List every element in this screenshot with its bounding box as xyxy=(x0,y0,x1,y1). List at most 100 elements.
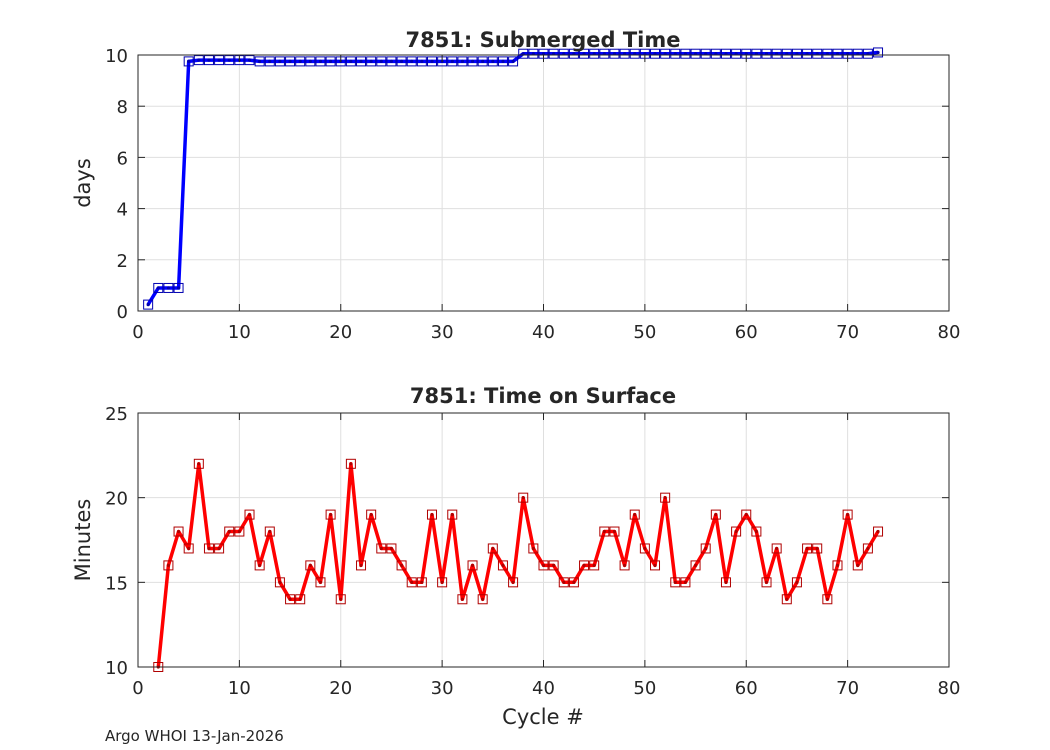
x-tick-label: 80 xyxy=(938,322,961,343)
data-point-marker xyxy=(163,282,174,293)
data-point-dot xyxy=(410,580,414,584)
data-point-dot xyxy=(623,563,627,568)
data-point-marker xyxy=(548,560,559,571)
chart-title: 7851: Time on Surface xyxy=(410,384,676,408)
data-point-dot xyxy=(430,59,434,64)
data-point-dot xyxy=(349,59,353,64)
data-point-dot xyxy=(247,58,252,62)
data-point-dot xyxy=(237,529,241,534)
data-point-dot xyxy=(268,529,272,534)
data-point-marker xyxy=(802,543,813,554)
data-point-marker xyxy=(264,526,275,537)
data-point-dot xyxy=(673,580,677,584)
data-point-marker xyxy=(143,299,154,310)
data-point-dot xyxy=(420,59,424,64)
data-point-dot xyxy=(440,580,444,584)
data-point-dot xyxy=(318,580,323,584)
data-point-marker xyxy=(710,509,721,520)
data-point-dot xyxy=(166,563,171,568)
x-tick-label: 60 xyxy=(735,678,758,699)
data-point-marker xyxy=(690,48,701,59)
data-point-dot xyxy=(531,546,535,551)
data-point-dot xyxy=(562,580,566,584)
data-point-marker xyxy=(426,509,437,520)
data-point-dot xyxy=(481,59,485,64)
data-series xyxy=(143,47,884,310)
data-point-dot xyxy=(785,597,789,601)
data-point-marker xyxy=(528,48,539,59)
data-point-marker xyxy=(477,594,488,605)
data-point-marker xyxy=(264,56,275,67)
data-point-marker xyxy=(396,560,407,571)
data-point-marker xyxy=(660,492,671,503)
data-point-marker xyxy=(518,48,529,59)
data-point-marker xyxy=(670,48,681,59)
y-tick-label: 20 xyxy=(105,489,128,510)
data-point-dot xyxy=(511,580,515,584)
data-point-dot xyxy=(298,59,302,64)
data-point-marker xyxy=(720,48,731,59)
data-point-marker xyxy=(325,56,336,67)
data-point-marker xyxy=(568,48,579,59)
data-point-marker xyxy=(731,526,742,537)
data-point-marker xyxy=(173,282,184,293)
data-point-marker xyxy=(426,56,437,67)
data-point-dot xyxy=(156,286,160,290)
data-point-marker xyxy=(214,543,225,554)
x-tick-label: 60 xyxy=(735,322,758,343)
x-tick-label: 40 xyxy=(532,678,555,699)
data-point-marker xyxy=(254,560,265,571)
data-point-dot xyxy=(399,563,404,568)
data-point-marker xyxy=(487,56,498,67)
data-point-marker xyxy=(497,56,508,67)
data-point-dot xyxy=(835,563,840,568)
data-point-dot xyxy=(612,529,617,534)
data-point-dot xyxy=(278,580,282,584)
data-point-marker xyxy=(467,560,478,571)
data-point-marker xyxy=(386,543,397,554)
data-point-marker xyxy=(457,594,468,605)
data-point-marker xyxy=(558,577,569,588)
data-point-marker xyxy=(173,526,184,537)
data-point-dot xyxy=(207,58,211,62)
data-point-marker xyxy=(285,594,296,605)
data-point-marker xyxy=(842,509,853,520)
data-point-dot xyxy=(339,597,343,601)
data-point-marker xyxy=(335,594,346,605)
data-point-marker xyxy=(680,48,691,59)
data-point-marker xyxy=(568,577,579,588)
data-point-marker xyxy=(731,48,742,59)
data-point-dot xyxy=(349,462,353,466)
data-point-marker xyxy=(224,526,235,537)
data-point-marker xyxy=(356,560,367,571)
data-point-marker xyxy=(802,48,813,59)
x-tick-label: 0 xyxy=(132,678,143,699)
data-series xyxy=(153,458,884,672)
data-point-marker xyxy=(416,577,427,588)
data-point-marker xyxy=(254,56,265,67)
data-point-dot xyxy=(217,546,221,551)
data-point-marker xyxy=(761,48,772,59)
data-point-dot xyxy=(278,59,282,64)
data-point-dot xyxy=(511,59,515,64)
y-tick-label: 10 xyxy=(105,658,128,679)
data-point-dot xyxy=(399,59,404,64)
data-point-marker xyxy=(508,56,519,67)
x-tick-label: 20 xyxy=(329,678,352,699)
data-point-marker xyxy=(751,526,762,537)
data-point-dot xyxy=(379,59,383,64)
y-tick-label: 8 xyxy=(117,97,128,118)
data-point-marker xyxy=(416,56,427,67)
data-point-marker xyxy=(518,492,529,503)
data-point-marker xyxy=(781,48,792,59)
x-tick-label: 0 xyxy=(132,322,143,343)
data-point-marker xyxy=(700,48,711,59)
data-point-dot xyxy=(450,59,454,64)
x-tick-label: 30 xyxy=(431,322,454,343)
data-point-dot xyxy=(379,546,383,551)
data-point-marker xyxy=(710,48,721,59)
data-point-marker xyxy=(650,48,661,59)
data-point-marker xyxy=(457,56,468,67)
data-point-dot xyxy=(207,546,211,551)
